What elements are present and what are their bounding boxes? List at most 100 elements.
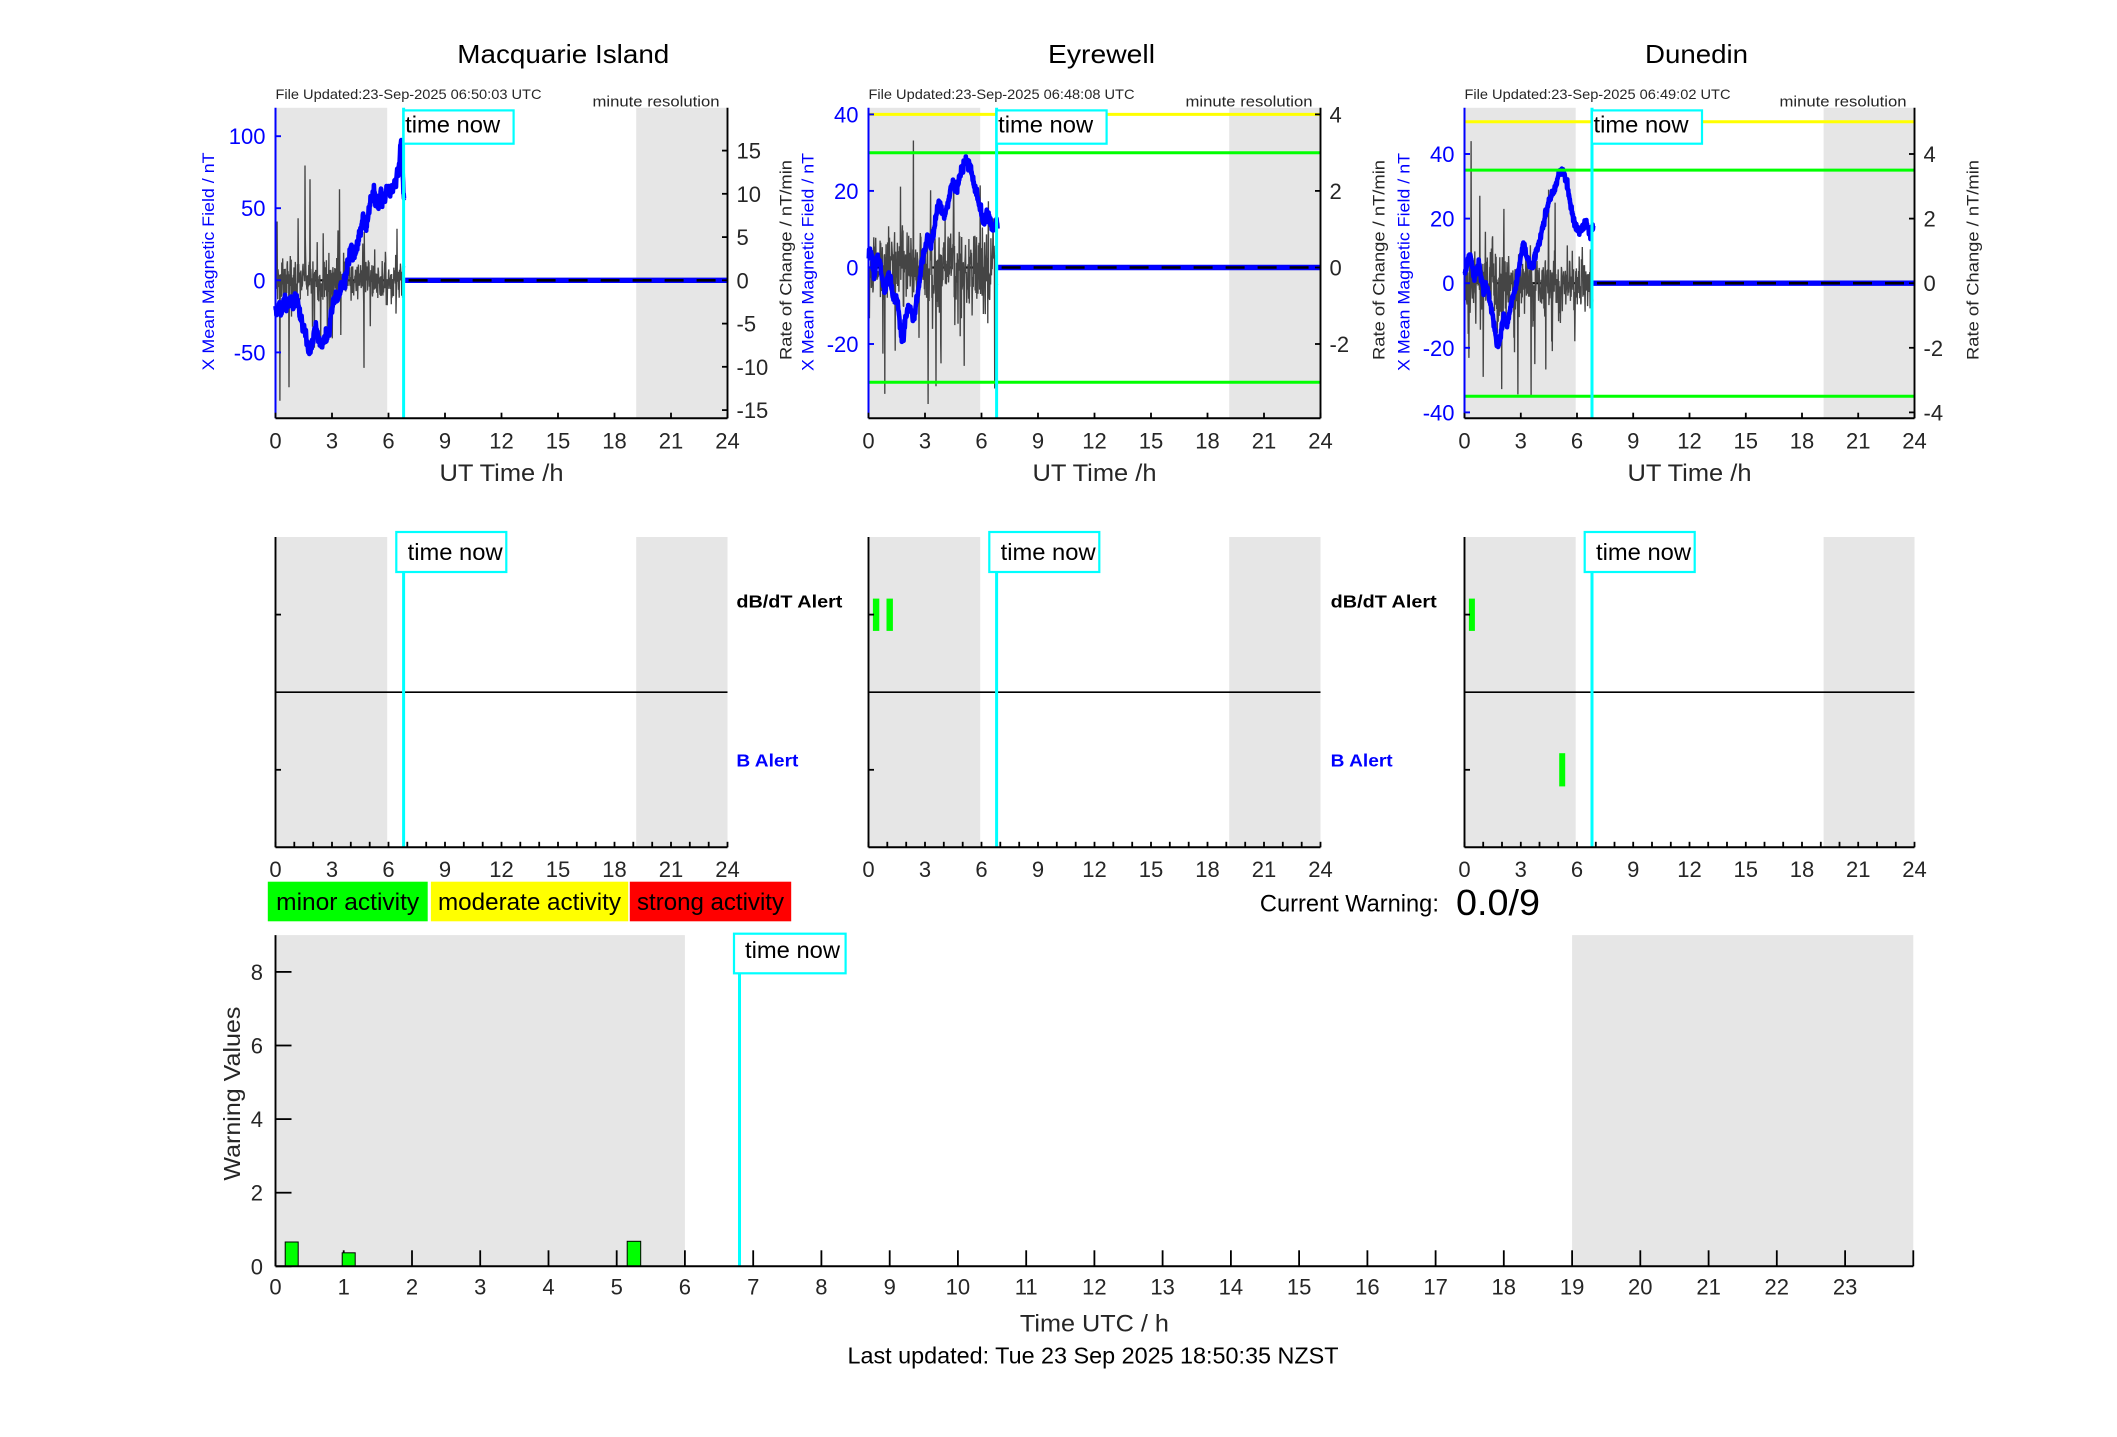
svg-text:strong activity: strong activity (637, 889, 784, 916)
svg-text:15: 15 (737, 139, 761, 164)
svg-text:Current Warning:: Current Warning: (1260, 890, 1439, 917)
svg-text:100: 100 (229, 124, 266, 149)
svg-text:0: 0 (269, 857, 281, 882)
svg-text:7: 7 (747, 1275, 759, 1300)
svg-text:Warning Values: Warning Values (219, 1007, 245, 1181)
svg-text:22: 22 (1765, 1275, 1789, 1300)
svg-text:Macquarie Island: Macquarie Island (457, 39, 669, 69)
svg-text:6: 6 (1571, 857, 1583, 882)
svg-text:21: 21 (1846, 429, 1870, 454)
svg-text:21: 21 (659, 857, 683, 882)
svg-text:8: 8 (815, 1275, 827, 1300)
svg-text:4: 4 (251, 1107, 263, 1132)
svg-text:16: 16 (1355, 1275, 1379, 1300)
svg-text:24: 24 (1902, 857, 1926, 882)
svg-text:UT Time /h: UT Time /h (1033, 460, 1157, 487)
svg-text:21: 21 (1846, 857, 1870, 882)
svg-text:4: 4 (1924, 142, 1936, 167)
svg-text:15: 15 (546, 857, 570, 882)
svg-text:Last updated: Tue 23 Sep 2025: Last updated: Tue 23 Sep 2025 18:50:35 N… (848, 1343, 1339, 1369)
svg-text:File Updated:23-Sep-2025 06:48: File Updated:23-Sep-2025 06:48:08 UTC (869, 86, 1135, 102)
svg-text:-20: -20 (1423, 336, 1455, 361)
svg-text:9: 9 (439, 429, 451, 454)
svg-text:X Mean Magnetic Field / nT: X Mean Magnetic Field / nT (799, 153, 818, 371)
svg-text:13: 13 (1150, 1275, 1174, 1300)
svg-text:12: 12 (1082, 1275, 1106, 1300)
svg-text:9: 9 (1627, 857, 1639, 882)
svg-text:3: 3 (326, 857, 338, 882)
svg-text:2: 2 (1924, 207, 1936, 232)
svg-text:5: 5 (611, 1275, 623, 1300)
svg-text:24: 24 (1308, 857, 1332, 882)
svg-text:10: 10 (737, 182, 761, 207)
svg-text:dB/dT Alert: dB/dT Alert (736, 592, 842, 612)
svg-text:6: 6 (382, 857, 394, 882)
svg-text:time now: time now (998, 111, 1094, 137)
svg-text:12: 12 (1677, 857, 1701, 882)
svg-text:6: 6 (251, 1034, 263, 1059)
svg-text:18: 18 (1790, 857, 1814, 882)
svg-text:15: 15 (1139, 857, 1163, 882)
svg-text:-2: -2 (1924, 336, 1944, 361)
svg-text:X Mean Magnetic Field / nT: X Mean Magnetic Field / nT (199, 153, 218, 371)
svg-text:12: 12 (489, 857, 513, 882)
svg-text:20: 20 (834, 179, 858, 204)
svg-text:0: 0 (862, 429, 874, 454)
svg-text:18: 18 (1790, 429, 1814, 454)
svg-text:0: 0 (1458, 429, 1470, 454)
svg-text:0: 0 (269, 1275, 281, 1300)
svg-text:6: 6 (1571, 429, 1583, 454)
svg-text:-4: -4 (1924, 400, 1944, 425)
svg-text:Time UTC / h: Time UTC / h (1020, 1311, 1169, 1338)
svg-text:time now: time now (1001, 539, 1097, 565)
svg-text:3: 3 (1515, 429, 1527, 454)
svg-text:15: 15 (1287, 1275, 1311, 1300)
svg-text:11: 11 (1015, 1275, 1038, 1300)
svg-text:0: 0 (1924, 271, 1936, 296)
svg-text:12: 12 (489, 429, 513, 454)
svg-text:18: 18 (1195, 429, 1219, 454)
svg-text:minor activity: minor activity (276, 889, 419, 916)
svg-text:6: 6 (975, 857, 987, 882)
svg-text:4: 4 (542, 1275, 554, 1300)
svg-text:15: 15 (546, 429, 570, 454)
svg-text:4: 4 (1330, 102, 1342, 127)
svg-text:2: 2 (406, 1275, 418, 1300)
svg-text:6: 6 (975, 429, 987, 454)
svg-text:18: 18 (1195, 857, 1219, 882)
svg-text:-50: -50 (234, 340, 266, 365)
svg-text:Dunedin: Dunedin (1645, 39, 1748, 69)
svg-text:time now: time now (405, 111, 501, 137)
svg-text:18: 18 (1492, 1275, 1516, 1300)
svg-text:12: 12 (1082, 429, 1106, 454)
svg-text:9: 9 (1032, 857, 1044, 882)
svg-text:9: 9 (1032, 429, 1044, 454)
svg-text:40: 40 (1430, 142, 1454, 167)
svg-text:0: 0 (269, 429, 281, 454)
svg-text:-5: -5 (737, 312, 757, 337)
svg-text:B Alert: B Alert (1331, 751, 1393, 771)
svg-text:24: 24 (715, 857, 739, 882)
svg-text:24: 24 (1308, 429, 1332, 454)
svg-text:-10: -10 (737, 355, 769, 380)
svg-text:17: 17 (1423, 1275, 1447, 1300)
svg-text:12: 12 (1082, 857, 1106, 882)
svg-text:0: 0 (253, 268, 265, 293)
svg-text:Rate of Change / nT/min: Rate of Change / nT/min (1370, 160, 1389, 360)
svg-text:time now: time now (1596, 539, 1692, 565)
svg-text:B Alert: B Alert (736, 751, 798, 771)
svg-text:18: 18 (602, 857, 626, 882)
svg-text:File Updated:23-Sep-2025 06:49: File Updated:23-Sep-2025 06:49:02 UTC (1465, 86, 1731, 102)
svg-text:9: 9 (1627, 429, 1639, 454)
svg-text:0: 0 (862, 857, 874, 882)
svg-text:3: 3 (474, 1275, 486, 1300)
svg-text:40: 40 (834, 102, 858, 127)
svg-text:minute resolution: minute resolution (1780, 95, 1907, 111)
svg-text:0: 0 (251, 1254, 263, 1279)
svg-text:-15: -15 (737, 398, 769, 423)
svg-text:9: 9 (439, 857, 451, 882)
svg-text:0: 0 (1442, 271, 1454, 296)
svg-text:5: 5 (737, 225, 749, 250)
svg-text:minute resolution: minute resolution (1186, 95, 1313, 111)
svg-text:time now: time now (745, 937, 841, 963)
